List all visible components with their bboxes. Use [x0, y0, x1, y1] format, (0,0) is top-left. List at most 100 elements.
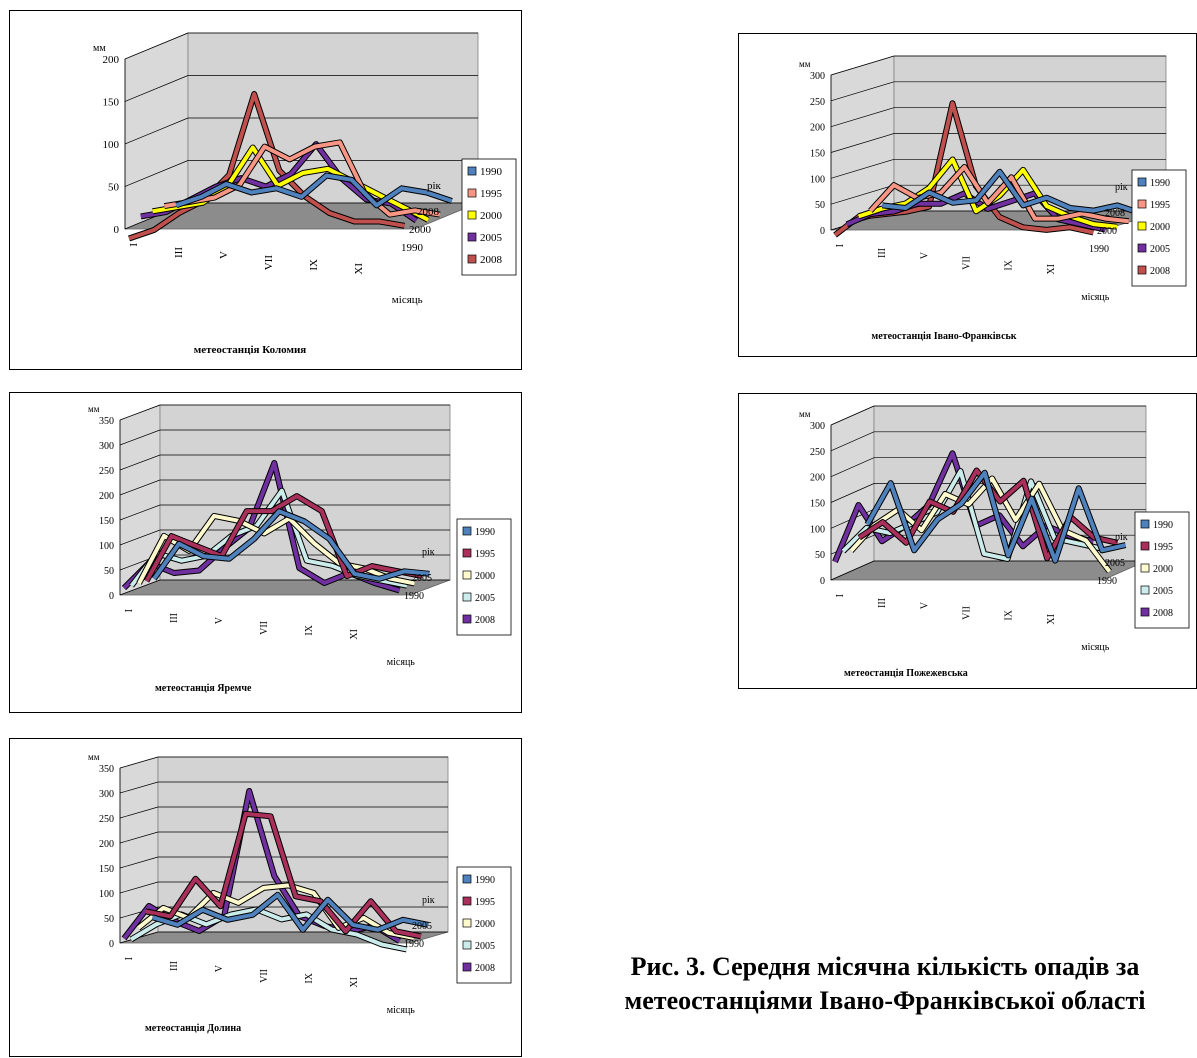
x-tick-label: XI: [349, 629, 360, 640]
y-tick-label: 250: [810, 97, 825, 108]
x-tick-label: I: [124, 957, 135, 960]
y-tick-label: 0: [114, 224, 120, 236]
x-axis-label: місяць: [1081, 642, 1109, 653]
y-tick-label: 350: [99, 416, 114, 427]
gridline-side: [119, 529, 161, 546]
legend-label: 1990: [1150, 178, 1170, 189]
z-tick-label: 2000: [1097, 226, 1117, 237]
x-tick-label: IX: [304, 972, 315, 983]
series-line-1995: [144, 494, 423, 583]
legend-swatch-2008: [1137, 265, 1147, 275]
legend-swatch-2000: [467, 210, 477, 220]
y-tick-label: 200: [810, 473, 825, 484]
gridline-side: [830, 483, 875, 503]
y-tick-label: 0: [820, 226, 825, 237]
chart-title: метеостанція Долина: [145, 1023, 241, 1034]
gridline-side: [119, 479, 161, 496]
z-tick-label: 2005: [1105, 558, 1125, 569]
gridline-side: [830, 457, 875, 477]
x-tick-label: V: [214, 964, 225, 972]
legend-label: 2000: [1153, 564, 1173, 575]
chart-title: метеостанція Пожежевська: [844, 668, 968, 679]
legend-label: 2005: [1153, 586, 1173, 597]
y-tick-label: 200: [99, 839, 114, 850]
y-tick-label: 50: [815, 200, 825, 211]
legend-label: 2008: [475, 615, 495, 626]
unit-label: мм: [88, 752, 100, 762]
legend-swatch-2005: [462, 940, 472, 950]
x-axis-label: місяць: [387, 1005, 415, 1016]
y-tick-label: 200: [810, 123, 825, 134]
legend-swatch-2005: [1137, 243, 1147, 253]
x-tick-label: V: [214, 616, 225, 624]
series-line-1990: [152, 509, 430, 581]
gridline-side: [119, 429, 161, 446]
x-tick-label: III: [169, 613, 180, 623]
x-tick-label: V: [218, 251, 230, 259]
legend-label: 1990: [475, 875, 495, 886]
x-tick-label: IX: [308, 259, 320, 271]
y-tick-label: 150: [99, 516, 114, 527]
chart-title: метеостанція Яремче: [155, 683, 252, 694]
legend-swatch-1990: [462, 526, 472, 536]
x-tick-label: VII: [263, 255, 275, 271]
gridline-side: [119, 856, 159, 869]
legend-label: 1995: [475, 897, 495, 908]
legend-label: 1995: [475, 549, 495, 560]
y-tick-label: 50: [815, 550, 825, 561]
x-tick-label: V: [919, 601, 930, 609]
unit-label: мм: [88, 404, 100, 414]
y-tick-label: 50: [108, 182, 120, 194]
y-tick-label: 100: [810, 524, 825, 535]
x-tick-label: III: [877, 248, 888, 258]
x-axis-label: місяць: [1081, 292, 1109, 303]
gridline-side: [830, 158, 895, 179]
legend-swatch-2005: [1140, 585, 1150, 595]
gridline-side: [119, 881, 159, 894]
legend-swatch-1990: [1140, 519, 1150, 529]
legend-swatch-1990: [467, 166, 477, 176]
legend-label: 1995: [1150, 200, 1170, 211]
z-tick-label: 2005: [412, 921, 432, 932]
z-tick-label: 2008: [1105, 208, 1125, 219]
y-tick-label: 150: [810, 499, 825, 510]
legend-label: 1990: [475, 527, 495, 538]
legend-label: 1990: [1153, 520, 1173, 531]
gridline-side: [119, 504, 161, 521]
chart-panel-dolyna: 0 50 100 150 200 250 300 350 мм I III V VII IX XI місяц…: [9, 738, 522, 1057]
x-tick-label: I: [128, 243, 140, 247]
x-tick-label: I: [835, 244, 846, 247]
legend-label: 2000: [1150, 222, 1170, 233]
y-tick-label: 250: [99, 466, 114, 477]
figure-caption-line2: метеостанціями Івано-Франківської област…: [624, 986, 1146, 1015]
y-tick-label: 150: [99, 864, 114, 875]
x-tick-label: I: [835, 594, 846, 597]
y-tick-label: 50: [104, 914, 114, 925]
x-tick-label: VII: [259, 969, 270, 983]
x-tick-label: III: [169, 961, 180, 971]
gridline-side: [119, 454, 161, 471]
x-tick-label: IX: [1004, 259, 1015, 270]
unit-label: мм: [799, 409, 811, 419]
x-tick-label: VII: [961, 606, 972, 620]
legend-label: 1995: [480, 188, 503, 200]
legend-swatch-1995: [467, 188, 477, 198]
y-tick-label: 200: [99, 491, 114, 502]
z-axis-label: рік: [1115, 532, 1128, 543]
series-line-2000: [152, 145, 430, 222]
x-tick-label: V: [919, 251, 930, 259]
z-tick-label: 1990: [404, 591, 424, 602]
gridline-side: [119, 579, 161, 596]
y-tick-label: 100: [99, 541, 114, 552]
y-tick-label: 100: [810, 174, 825, 185]
legend-swatch-1995: [462, 548, 472, 558]
gridline-side: [124, 117, 189, 145]
series-line-1990: [865, 470, 1127, 563]
gridline-side: [830, 107, 895, 128]
x-tick-label: III: [877, 598, 888, 608]
z-axis-label: рік: [427, 180, 442, 192]
legend-swatch-2005: [467, 232, 477, 242]
